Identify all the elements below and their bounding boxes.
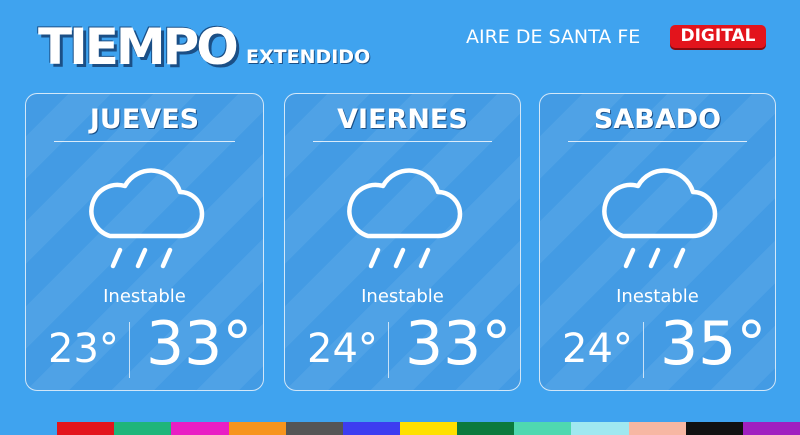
weather-icon xyxy=(593,156,723,280)
brand: AIRE DE SANTA FE xyxy=(466,26,641,48)
temp-divider xyxy=(388,322,389,378)
divider-rule xyxy=(568,141,747,142)
min-temp: 24° xyxy=(307,326,378,372)
condition: Inestable xyxy=(103,286,186,307)
day-name: JUEVES xyxy=(89,104,200,135)
min-temp: 24° xyxy=(562,326,633,372)
condition: Inestable xyxy=(361,286,444,307)
badge: DIGITAL xyxy=(670,25,766,48)
weather-icon xyxy=(338,156,468,280)
weather-icon xyxy=(80,156,210,280)
max-temp: 35° xyxy=(660,309,767,379)
temp-divider xyxy=(129,322,130,378)
day-card: VIERNES Inestable 24° 33° xyxy=(284,93,521,391)
subtitle: EXTENDIDO xyxy=(246,46,371,68)
divider-rule xyxy=(313,141,492,142)
min-temp: 23° xyxy=(48,326,119,372)
color-stripes xyxy=(0,422,800,435)
day-card: JUEVES Inestable 23° 33° xyxy=(25,93,264,391)
max-temp: 33° xyxy=(146,309,253,379)
rain-cloud-icon xyxy=(601,168,717,269)
day-name: VIERNES xyxy=(337,104,468,135)
condition: Inestable xyxy=(616,286,699,307)
rain-cloud-icon xyxy=(346,168,462,269)
temp-divider xyxy=(643,322,644,378)
day-card: SABADO Inestable 24° 35° xyxy=(539,93,776,391)
rain-cloud-icon xyxy=(88,168,204,269)
day-name: SABADO xyxy=(593,104,722,135)
max-temp: 33° xyxy=(405,309,512,379)
title: TIEMPO xyxy=(38,18,239,76)
divider-rule xyxy=(54,141,235,142)
